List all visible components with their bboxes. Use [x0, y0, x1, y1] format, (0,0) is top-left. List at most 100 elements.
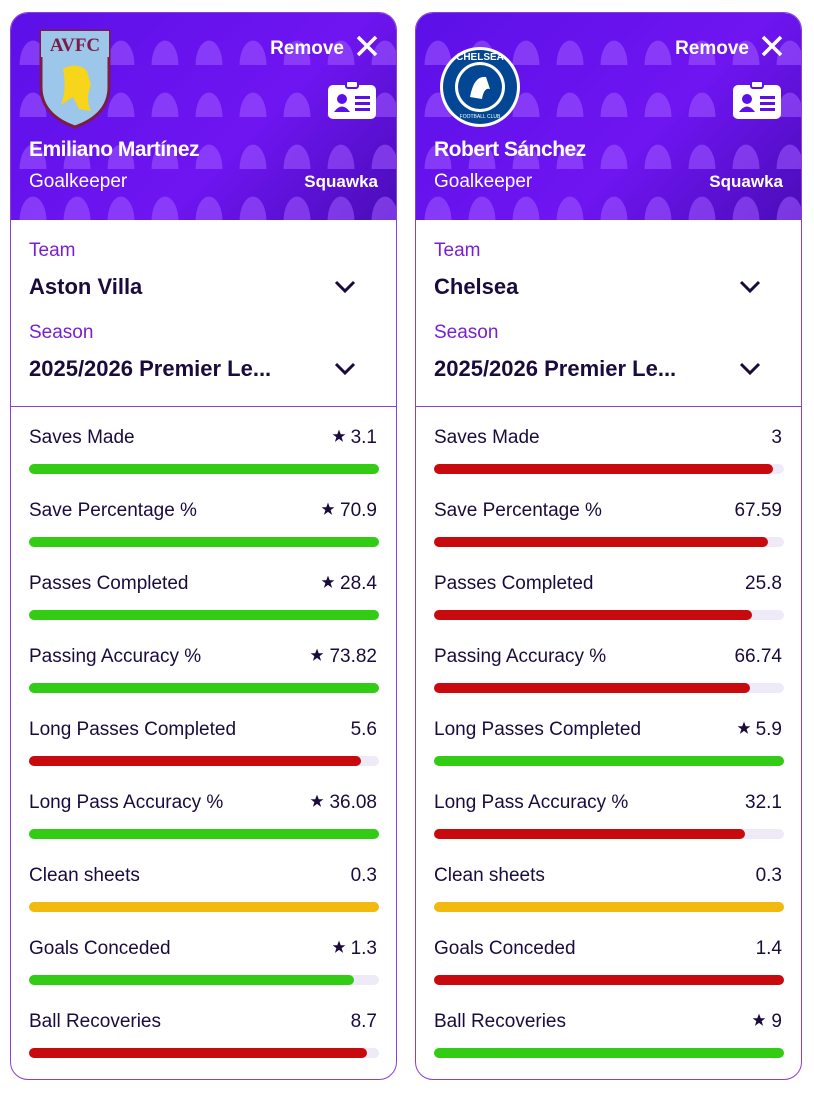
- bar-track: [29, 610, 379, 620]
- bar-track: [29, 902, 379, 912]
- stat-bar: [29, 1048, 368, 1058]
- stat-value: 0.3: [351, 865, 377, 887]
- team-value: Chelsea: [434, 274, 519, 299]
- remove-button[interactable]: Remove: [270, 35, 378, 63]
- stat-label: Clean sheets: [29, 865, 140, 886]
- stat-bar: [29, 829, 379, 839]
- player-position: Goalkeeper: [29, 171, 128, 192]
- player-name: Robert Sánchez: [434, 138, 586, 161]
- stat-bar: [29, 464, 379, 474]
- divider: [11, 406, 396, 407]
- team-label: Team: [29, 240, 76, 261]
- logo-subtext: FOOTBALL CLUB: [460, 114, 501, 120]
- stat-value: 8.7: [351, 1011, 377, 1033]
- stat-label: Long Passes Completed: [29, 719, 237, 740]
- stat-bar: [434, 683, 751, 693]
- bar-track: [434, 829, 784, 839]
- bar-track: [434, 975, 784, 985]
- stat-label: Ball Recoveries: [434, 1011, 566, 1032]
- player-card: CHELSEA FOOTBALL CLUB Remove Robert Sánchez…: [415, 12, 802, 1080]
- team-dropdown[interactable]: [739, 280, 761, 299]
- stat-value: 5.9: [737, 719, 782, 741]
- stat-bar: [29, 610, 379, 620]
- stat-value: 32.1: [745, 792, 782, 814]
- stat-value: 36.08: [310, 792, 377, 814]
- season-value: 2025/2026 Premier Le...: [434, 356, 677, 381]
- stat-number: 66.74: [734, 646, 782, 667]
- stat-bar: [434, 464, 773, 474]
- stat-number: 3.1: [350, 427, 377, 448]
- stat-bar: [29, 902, 379, 912]
- stat-label: Save Percentage %: [29, 500, 197, 521]
- season-label: Season: [434, 322, 499, 343]
- club-logo: CHELSEA FOOTBALL CLUB: [438, 27, 522, 131]
- best-star: [321, 573, 340, 595]
- profile-card-icon[interactable]: [326, 79, 378, 126]
- stat-value: 66.74: [734, 646, 782, 668]
- stat-bar: [434, 902, 784, 912]
- stat-value: 70.9: [321, 500, 377, 522]
- season-dropdown[interactable]: [334, 362, 356, 381]
- stat-number: 3: [771, 427, 782, 448]
- stat-number: 67.59: [734, 500, 782, 521]
- stat-number: 8.7: [350, 1011, 377, 1032]
- stat-bar: [434, 975, 784, 985]
- stat-bar: [29, 683, 379, 693]
- best-star: [310, 792, 329, 814]
- stat-number: 0.3: [350, 865, 377, 886]
- close-icon: [356, 35, 378, 63]
- stat-value: 0.3: [756, 865, 782, 887]
- bar-track: [434, 610, 784, 620]
- bar-track: [434, 464, 784, 474]
- card-header: AVFC Remove Emiliano Martínez Goalkeeper Squ…: [11, 13, 396, 220]
- stat-bar: [434, 829, 746, 839]
- stat-label: Saves Made: [434, 427, 540, 448]
- best-star: [737, 719, 756, 741]
- stat-number: 0.3: [755, 865, 782, 886]
- stat-bar: [29, 537, 379, 547]
- stat-bar: [434, 610, 752, 620]
- season-value: 2025/2026 Premier Le...: [29, 356, 272, 381]
- team-dropdown[interactable]: [334, 280, 356, 299]
- stat-value: 1.3: [332, 938, 377, 960]
- best-star: [310, 646, 329, 668]
- logo-text: AVFC: [50, 35, 100, 56]
- stat-label: Long Passes Completed: [434, 719, 642, 740]
- team-label: Team: [434, 240, 481, 261]
- stat-value: 67.59: [734, 500, 782, 522]
- best-star: [321, 500, 340, 522]
- stat-number: 70.9: [340, 500, 377, 521]
- club-logo: AVFC: [33, 27, 117, 131]
- stat-label: Passing Accuracy %: [434, 646, 607, 667]
- stat-number: 5.6: [350, 719, 377, 740]
- bar-track: [29, 683, 379, 693]
- season-label: Season: [29, 322, 94, 343]
- stat-value: 9: [752, 1011, 782, 1033]
- stat-label: Long Pass Accuracy %: [29, 792, 224, 813]
- profile-card-icon[interactable]: [731, 79, 783, 126]
- stat-number: 25.8: [745, 573, 782, 594]
- best-star: [332, 427, 351, 449]
- bar-track: [29, 756, 379, 766]
- bar-track: [29, 975, 379, 985]
- bar-track: [434, 683, 784, 693]
- bar-track: [434, 1048, 784, 1058]
- stat-bar: [434, 1048, 784, 1058]
- remove-button[interactable]: Remove: [675, 35, 783, 63]
- team-value: Aston Villa: [29, 274, 143, 299]
- bar-track: [434, 756, 784, 766]
- stat-label: Goals Conceded: [434, 938, 576, 959]
- stat-number: 36.08: [329, 792, 377, 813]
- season-dropdown[interactable]: [739, 362, 761, 381]
- player-name: Emiliano Martínez: [29, 138, 200, 161]
- bar-track: [29, 537, 379, 547]
- stat-label: Saves Made: [29, 427, 135, 448]
- stat-value: 25.8: [745, 573, 782, 595]
- stat-bar: [434, 756, 784, 766]
- stat-number: 73.82: [329, 646, 377, 667]
- card-header: CHELSEA FOOTBALL CLUB Remove Robert Sánchez…: [416, 13, 801, 220]
- stat-label: Passing Accuracy %: [29, 646, 202, 667]
- bar-track: [434, 537, 784, 547]
- remove-label: Remove: [675, 38, 749, 59]
